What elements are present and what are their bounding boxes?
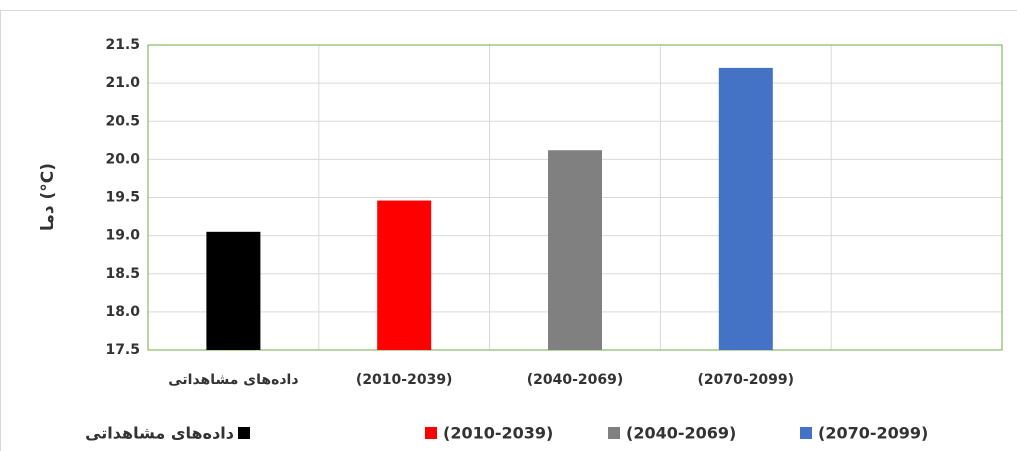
legend-swatch	[608, 427, 620, 439]
legend-swatch	[425, 427, 437, 439]
y-tick-label: 17.5	[105, 342, 140, 358]
y-axis-label: دما (°C)	[38, 163, 58, 231]
x-tick-label: (2070-2099)	[698, 372, 795, 388]
y-tick-label: 18.0	[105, 304, 140, 320]
bar	[548, 150, 602, 350]
legend-label: (2040-2069)	[626, 424, 736, 443]
bar	[377, 200, 432, 350]
y-tick-label: 21.0	[105, 75, 140, 91]
bar	[718, 67, 773, 350]
legend-swatch	[238, 427, 250, 439]
x-tick-label: داده‌های مشاهداتی	[168, 372, 298, 388]
bar	[206, 231, 261, 350]
legend-label: (2070-2099)	[818, 424, 928, 443]
x-tick-label: (2040-2069)	[527, 372, 624, 388]
legend-swatch	[800, 427, 812, 439]
chart-border	[0, 10, 1017, 451]
y-tick-label: 21.5	[105, 37, 140, 53]
y-tick-label: 18.5	[105, 266, 140, 282]
legend-label: (2010-2039)	[443, 424, 553, 443]
y-tick-label: 19.0	[105, 228, 140, 244]
y-tick-label: 20.5	[105, 113, 140, 129]
legend-label: داده‌های مشاهداتی	[85, 424, 234, 443]
y-tick-label: 19.5	[105, 190, 140, 206]
y-tick-label: 20.0	[105, 151, 140, 167]
x-tick-label: (2010-2039)	[356, 372, 453, 388]
